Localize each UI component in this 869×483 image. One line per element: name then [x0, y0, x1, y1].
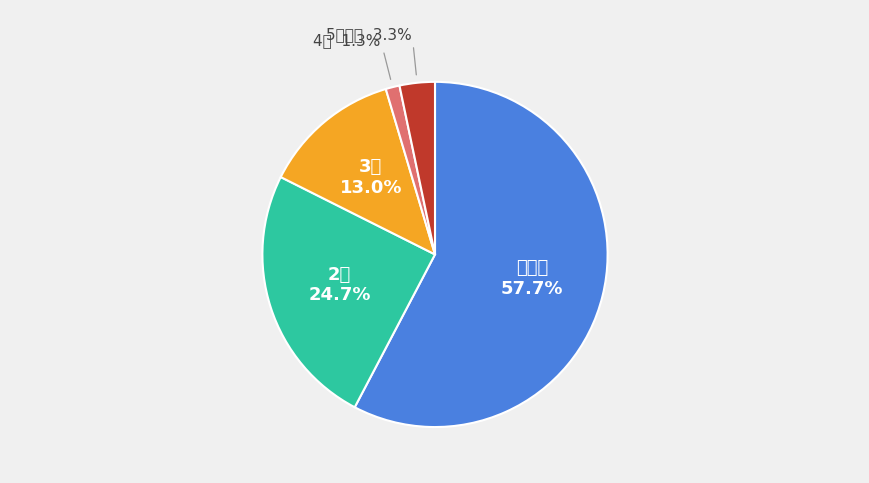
Wedge shape — [399, 82, 434, 255]
Text: 初めて
57.7%: 初めて 57.7% — [501, 259, 563, 298]
Text: 2回
24.7%: 2回 24.7% — [308, 266, 370, 304]
Text: 3回
13.0%: 3回 13.0% — [339, 158, 401, 197]
Wedge shape — [262, 177, 434, 407]
Wedge shape — [281, 89, 434, 255]
Text: 4回  1.3%: 4回 1.3% — [313, 33, 381, 48]
Wedge shape — [385, 85, 434, 255]
Text: 5回以上  3.3%: 5回以上 3.3% — [326, 27, 412, 42]
Wedge shape — [355, 82, 607, 427]
